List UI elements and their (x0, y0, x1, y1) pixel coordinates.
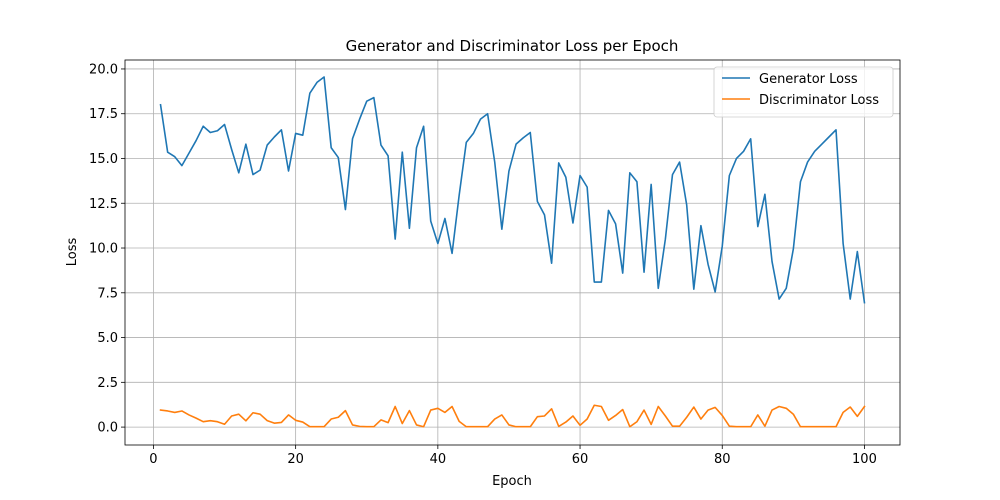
y-tick-label: 7.5 (97, 286, 118, 301)
y-tick-label: 0.0 (97, 421, 118, 436)
y-axis-label: Loss (65, 238, 80, 267)
y-axis: 0.0 2.5 5.0 7.5 10.0 12.5 15.0 17.5 20.0 (89, 62, 125, 436)
y-tick-label: 10.0 (89, 242, 118, 257)
legend: Generator Loss Discriminator Loss (713, 66, 894, 118)
y-tick-label: 20.0 (89, 62, 118, 77)
legend-box (713, 66, 894, 118)
series-layer (159, 76, 866, 428)
x-tick-label: 60 (572, 452, 589, 467)
y-tick-label: 15.0 (89, 152, 118, 167)
x-axis-label: Epoch (492, 474, 532, 489)
chart-title: Generator and Discriminator Loss per Epo… (346, 37, 679, 55)
plot-frame (124, 59, 901, 446)
legend-label-discriminator: Discriminator Loss (759, 93, 879, 108)
grid (125, 60, 900, 445)
x-tick-label: 80 (714, 452, 731, 467)
y-tick-label: 2.5 (97, 376, 118, 391)
x-tick-label: 40 (430, 452, 447, 467)
x-tick-label: 100 (852, 452, 877, 467)
x-axis: 0 20 40 60 80 100 (149, 445, 877, 467)
x-tick-label: 20 (287, 452, 304, 467)
y-tick-label: 12.5 (89, 197, 118, 212)
y-tick-label: 5.0 (97, 331, 118, 346)
legend-label-generator: Generator Loss (759, 72, 858, 87)
y-tick-label: 17.5 (89, 107, 118, 122)
x-tick-label: 0 (149, 452, 157, 467)
series-line-discriminator-loss (159, 404, 866, 428)
series-line-generator-loss (159, 76, 866, 304)
